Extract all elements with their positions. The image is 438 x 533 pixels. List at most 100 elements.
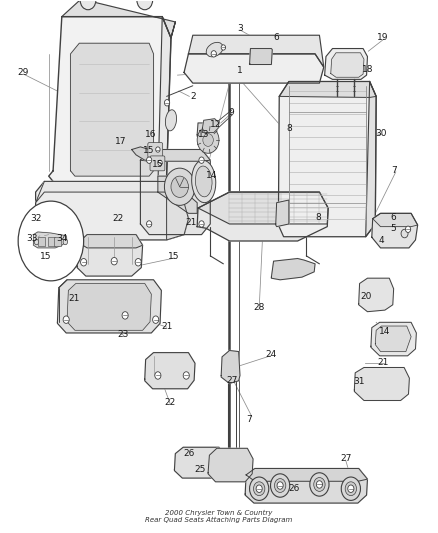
Circle shape	[316, 481, 322, 488]
Text: 14: 14	[206, 171, 218, 180]
Polygon shape	[166, 181, 188, 240]
Text: 27: 27	[226, 376, 238, 385]
Circle shape	[250, 477, 269, 500]
Text: 15: 15	[40, 253, 52, 261]
Polygon shape	[375, 326, 411, 352]
Polygon shape	[158, 176, 197, 213]
Circle shape	[137, 0, 152, 10]
Circle shape	[152, 316, 159, 324]
Polygon shape	[141, 150, 210, 161]
Text: 21: 21	[378, 358, 389, 367]
Text: 5: 5	[391, 224, 396, 233]
Circle shape	[135, 259, 141, 266]
Text: 26: 26	[288, 484, 300, 493]
Polygon shape	[57, 280, 161, 333]
Polygon shape	[202, 119, 219, 133]
Polygon shape	[245, 469, 367, 503]
Circle shape	[254, 482, 265, 496]
Text: 2000 Chrysler Town & Country
Rear Quad Seats Attaching Parts Diagram: 2000 Chrysler Town & Country Rear Quad S…	[145, 510, 293, 523]
Polygon shape	[246, 469, 367, 481]
Ellipse shape	[166, 110, 177, 131]
Text: 34: 34	[56, 235, 67, 244]
Text: 6: 6	[391, 213, 396, 222]
Text: 17: 17	[116, 137, 127, 146]
Text: 24: 24	[265, 350, 276, 359]
Text: 28: 28	[254, 303, 265, 312]
Text: 19: 19	[378, 34, 389, 43]
Circle shape	[171, 176, 188, 197]
Text: 7: 7	[391, 166, 396, 175]
FancyBboxPatch shape	[150, 156, 165, 171]
Polygon shape	[373, 213, 418, 227]
Text: 15: 15	[168, 253, 179, 261]
Text: 14: 14	[379, 327, 391, 336]
Polygon shape	[158, 17, 175, 187]
Polygon shape	[62, 1, 175, 38]
Polygon shape	[141, 150, 210, 235]
Text: 31: 31	[353, 377, 364, 386]
Text: 26: 26	[184, 449, 195, 458]
Circle shape	[221, 45, 226, 50]
Polygon shape	[49, 17, 171, 187]
Polygon shape	[77, 235, 143, 276]
Circle shape	[80, 0, 96, 10]
Polygon shape	[354, 368, 410, 400]
Polygon shape	[184, 54, 324, 83]
Circle shape	[401, 229, 408, 238]
FancyBboxPatch shape	[38, 237, 45, 246]
Polygon shape	[279, 82, 376, 237]
Text: 21: 21	[185, 219, 197, 228]
Circle shape	[345, 482, 357, 496]
Text: 8: 8	[316, 213, 321, 222]
Polygon shape	[221, 351, 240, 383]
Ellipse shape	[206, 43, 223, 57]
Text: 22: 22	[112, 214, 124, 223]
Circle shape	[203, 134, 213, 147]
Polygon shape	[145, 353, 195, 389]
Text: 6: 6	[273, 34, 279, 43]
Polygon shape	[188, 35, 324, 67]
Circle shape	[348, 485, 354, 492]
Circle shape	[199, 157, 204, 164]
Circle shape	[183, 372, 189, 379]
Text: 32: 32	[30, 214, 41, 223]
Text: 29: 29	[18, 69, 29, 77]
Text: 2: 2	[190, 92, 196, 101]
Text: 16: 16	[145, 130, 157, 139]
Circle shape	[164, 168, 195, 205]
Circle shape	[310, 473, 329, 496]
Circle shape	[63, 316, 69, 324]
Circle shape	[341, 477, 360, 500]
Text: 27: 27	[340, 455, 351, 463]
Polygon shape	[325, 49, 367, 79]
FancyBboxPatch shape	[48, 237, 55, 246]
Text: 15: 15	[152, 160, 164, 169]
Circle shape	[314, 478, 325, 491]
Text: 25: 25	[194, 465, 205, 474]
Polygon shape	[33, 232, 67, 248]
Ellipse shape	[192, 160, 216, 203]
Text: 12: 12	[210, 119, 221, 128]
Circle shape	[111, 257, 117, 265]
Circle shape	[211, 51, 216, 57]
Text: 1: 1	[237, 67, 243, 75]
Polygon shape	[371, 322, 417, 356]
Text: 20: 20	[360, 292, 371, 301]
Text: 3: 3	[237, 24, 243, 33]
Circle shape	[147, 157, 152, 164]
Polygon shape	[279, 82, 376, 98]
Text: 8: 8	[286, 124, 292, 133]
Circle shape	[147, 221, 152, 227]
Polygon shape	[35, 181, 188, 240]
Polygon shape	[174, 447, 226, 478]
Polygon shape	[208, 448, 253, 482]
Circle shape	[256, 485, 262, 492]
Ellipse shape	[195, 166, 212, 197]
Polygon shape	[132, 147, 158, 160]
FancyBboxPatch shape	[54, 237, 61, 246]
Circle shape	[271, 474, 290, 497]
Polygon shape	[71, 43, 153, 176]
Polygon shape	[67, 284, 151, 330]
Text: 9: 9	[228, 108, 234, 117]
Polygon shape	[197, 192, 328, 241]
